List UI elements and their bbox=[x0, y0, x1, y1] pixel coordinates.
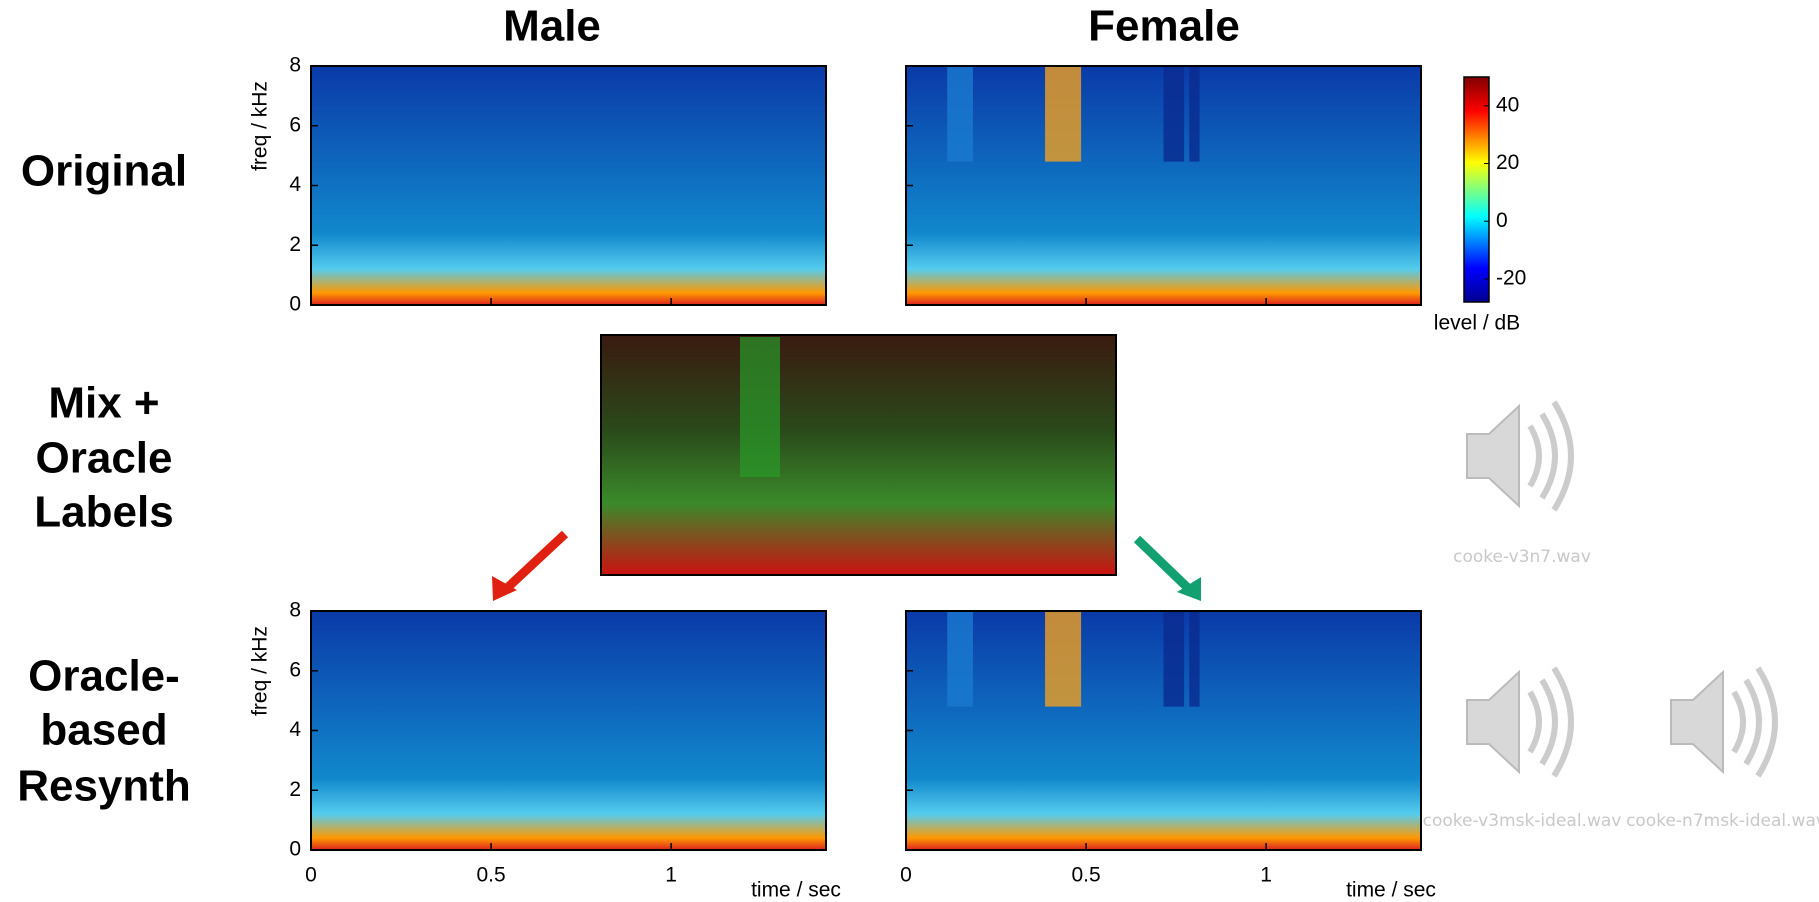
spectrogram bbox=[311, 611, 826, 850]
row-label: Oracle bbox=[36, 434, 173, 483]
y-tick-label: 6 bbox=[289, 658, 301, 681]
x-tick-label: 1 bbox=[665, 864, 677, 887]
arrow bbox=[1133, 535, 1194, 594]
colorbar-tick-label: 0 bbox=[1496, 209, 1508, 232]
y-tick-label: 2 bbox=[289, 233, 301, 256]
row-label: Labels bbox=[34, 488, 173, 537]
column-title: Male bbox=[503, 2, 601, 51]
colorbar-label: level / dB bbox=[1434, 312, 1520, 335]
x-axis-label: time / sec bbox=[1346, 879, 1436, 902]
x-tick-label: 0.5 bbox=[476, 864, 505, 887]
colorbar-tick-label: 40 bbox=[1496, 93, 1519, 116]
y-tick-label: 4 bbox=[289, 718, 301, 741]
audio-file[interactable]: cooke-v3n7.wav bbox=[1453, 547, 1591, 567]
y-axis-label: freq / kHz bbox=[249, 626, 272, 716]
spectral-band bbox=[1189, 66, 1200, 162]
y-tick-label: 8 bbox=[289, 599, 301, 622]
spectrogram bbox=[311, 66, 826, 305]
y-tick-label: 8 bbox=[289, 54, 301, 77]
mix-spectrogram bbox=[600, 334, 1117, 576]
arrow-head bbox=[1177, 577, 1201, 601]
row-label: based bbox=[40, 706, 167, 755]
speaker-icon[interactable] bbox=[1671, 668, 1775, 776]
audio-file[interactable]: cooke-n7msk-ideal.wav bbox=[1626, 811, 1819, 831]
speaker-icon[interactable] bbox=[1467, 402, 1571, 510]
audio-file[interactable]: cooke-v3msk-ideal.wav bbox=[1423, 811, 1622, 831]
x-axis-label: time / sec bbox=[751, 879, 841, 902]
spectral-band bbox=[947, 66, 973, 162]
row-label: Original bbox=[21, 147, 187, 196]
y-tick-label: 0 bbox=[289, 293, 301, 316]
colorbar-tick-label: 20 bbox=[1496, 151, 1519, 174]
colorbar-tick-label: -20 bbox=[1496, 266, 1526, 289]
row-label: Oracle- bbox=[28, 652, 180, 701]
row-label: Resynth bbox=[17, 762, 191, 811]
colorbar bbox=[1463, 76, 1490, 303]
x-tick-label: 1 bbox=[1260, 864, 1272, 887]
spectral-band bbox=[1163, 611, 1185, 707]
y-tick-label: 6 bbox=[289, 113, 301, 136]
x-tick-label: 0 bbox=[900, 864, 912, 887]
y-tick-label: 4 bbox=[289, 173, 301, 196]
spectral-band bbox=[1189, 611, 1200, 707]
mix-band bbox=[740, 337, 780, 477]
row-label: Mix + bbox=[48, 379, 159, 428]
x-tick-label: 0 bbox=[305, 864, 317, 887]
y-tick-label: 0 bbox=[289, 838, 301, 861]
column-title: Female bbox=[1088, 2, 1240, 51]
arrow-head bbox=[492, 576, 517, 601]
speaker-icon[interactable] bbox=[1467, 668, 1571, 776]
y-tick-label: 2 bbox=[289, 778, 301, 801]
y-axis-label: freq / kHz bbox=[249, 81, 272, 171]
spectral-band bbox=[1045, 611, 1082, 707]
spectral-band bbox=[1045, 66, 1082, 162]
x-tick-label: 0.5 bbox=[1071, 864, 1100, 887]
arrow bbox=[501, 530, 569, 594]
spectral-band bbox=[947, 611, 973, 707]
spectral-band bbox=[1163, 66, 1185, 162]
